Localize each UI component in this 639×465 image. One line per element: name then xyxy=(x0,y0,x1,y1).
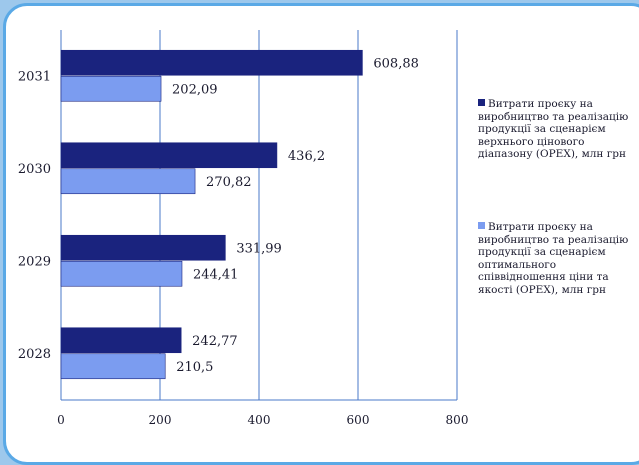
bar-2028-series-2 xyxy=(60,353,166,380)
y-tick-label-2028: 2028 xyxy=(18,347,51,362)
y-tick-label-2029: 2029 xyxy=(18,254,51,269)
bar-2029-series-1 xyxy=(60,234,226,261)
data-label-2031-series-1: 608,88 xyxy=(373,56,419,71)
legend-swatch-series-2 xyxy=(478,222,485,229)
x-tick-label-200: 200 xyxy=(149,413,172,427)
bar-2030-series-1 xyxy=(60,142,278,169)
data-label-2028-series-2: 210,5 xyxy=(176,360,213,375)
data-label-2028-series-1: 242,77 xyxy=(192,334,238,349)
bar-2031-series-2 xyxy=(60,75,162,102)
legend-swatch-series-1 xyxy=(478,99,485,106)
x-tick-label-600: 600 xyxy=(347,413,370,427)
bar-2029-series-2 xyxy=(60,260,183,287)
x-tick-label-800: 800 xyxy=(446,413,469,427)
bar-2031-series-1 xyxy=(60,49,363,76)
legend-label-series-1: Витрати проєку на виробництво та реаліза… xyxy=(478,98,629,160)
data-label-2030-series-2: 270,82 xyxy=(206,175,252,190)
x-tick-label-0: 0 xyxy=(57,413,65,427)
data-label-2029-series-2: 244,41 xyxy=(193,267,239,282)
legend-label-series-2: Витрати проєку на виробництво та реаліза… xyxy=(478,221,629,296)
y-tick-label-2030: 2030 xyxy=(18,162,51,177)
bar-2030-series-2 xyxy=(60,168,196,195)
legend-item-series-2: Витрати проєку на виробництво та реаліза… xyxy=(478,221,638,296)
legend-item-series-1: Витрати проєку на виробництво та реаліза… xyxy=(478,98,638,161)
data-label-2030-series-1: 436,2 xyxy=(288,149,325,164)
data-label-2029-series-1: 331,99 xyxy=(236,241,282,256)
bar-2028-series-1 xyxy=(60,327,182,354)
data-label-2031-series-2: 202,09 xyxy=(172,82,218,97)
x-tick-label-400: 400 xyxy=(248,413,271,427)
y-tick-label-2031: 2031 xyxy=(18,69,51,84)
chart: 0 200 400 600 800 2028 242,77 210,5 2029 331,99 24… xyxy=(18,30,469,427)
